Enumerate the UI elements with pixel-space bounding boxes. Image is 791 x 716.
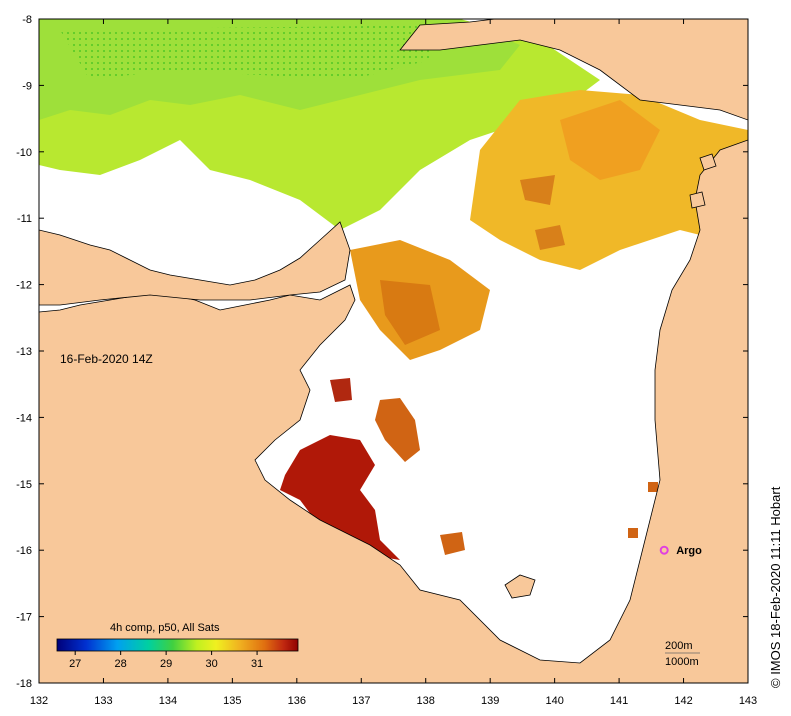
y-tick-label: -8 [22,14,32,26]
y-tick-label: -18 [16,678,32,690]
y-tick-label: -14 [16,412,32,424]
island [689,191,706,209]
credit-label: © IMOS 18-Feb-2020 11:11 Hobart [768,486,783,688]
x-tick-label: 138 [417,695,435,707]
y-tick-label: -11 [17,213,32,225]
x-tick-label: 136 [288,695,306,707]
x-tick-label: 133 [94,695,112,707]
argo-label: Argo [676,545,702,557]
x-axis: 132 133 134 135 136 137 138 139 140 141 142 143 [30,19,757,707]
land [39,19,748,683]
sst-field [39,19,748,560]
timestamp-label: 16-Feb-2020 14Z [60,352,153,366]
x-tick-label: 139 [481,695,499,707]
y-tick-label: -16 [16,545,32,557]
x-tick-label: 143 [739,695,757,707]
new-guinea-land [399,19,748,121]
argo-float-icon [659,545,669,555]
x-tick-label: 134 [159,695,177,707]
sst-hot-region [280,435,400,560]
colorbar: 4h comp, p50, All Sats 27 28 29 30 31 [56,622,299,670]
y-tick-label: -10 [16,147,32,159]
sst-warm-region [470,90,748,270]
y-tick-label: -13 [16,346,32,358]
argo-marker[interactable]: Argo [659,545,702,557]
y-tick-label: -9 [22,80,32,92]
y-axis: -8 -9 -10 -11 -12 -13 -14 -15 -16 -17 -18 [16,14,748,690]
y-tick-label: -12 [16,280,32,292]
depth-legend: 200m 1000m [665,640,700,668]
colorbar-tick-label: 31 [251,658,263,670]
x-tick-label: 135 [223,695,241,707]
colorbar-tick-label: 27 [69,658,81,670]
island [699,153,717,171]
arnhem-land [39,221,351,306]
depth-legend-1000m: 1000m [665,656,699,668]
y-tick-label: -15 [16,479,32,491]
x-tick-label: 132 [30,695,48,707]
y-tick-label: -17 [16,612,32,624]
colorbar-title: 4h comp, p50, All Sats [110,622,220,634]
x-tick-label: 137 [352,695,370,707]
x-tick-label: 141 [610,695,628,707]
x-tick-label: 140 [545,695,563,707]
colorbar-tick-label: 28 [115,658,127,670]
x-tick-label: 142 [674,695,692,707]
colorbar-tick-label: 30 [205,658,217,670]
colorbar-gradient [56,638,299,652]
colorbar-tick-label: 29 [160,658,172,670]
island [504,574,536,599]
depth-legend-200m: 200m [665,640,693,652]
